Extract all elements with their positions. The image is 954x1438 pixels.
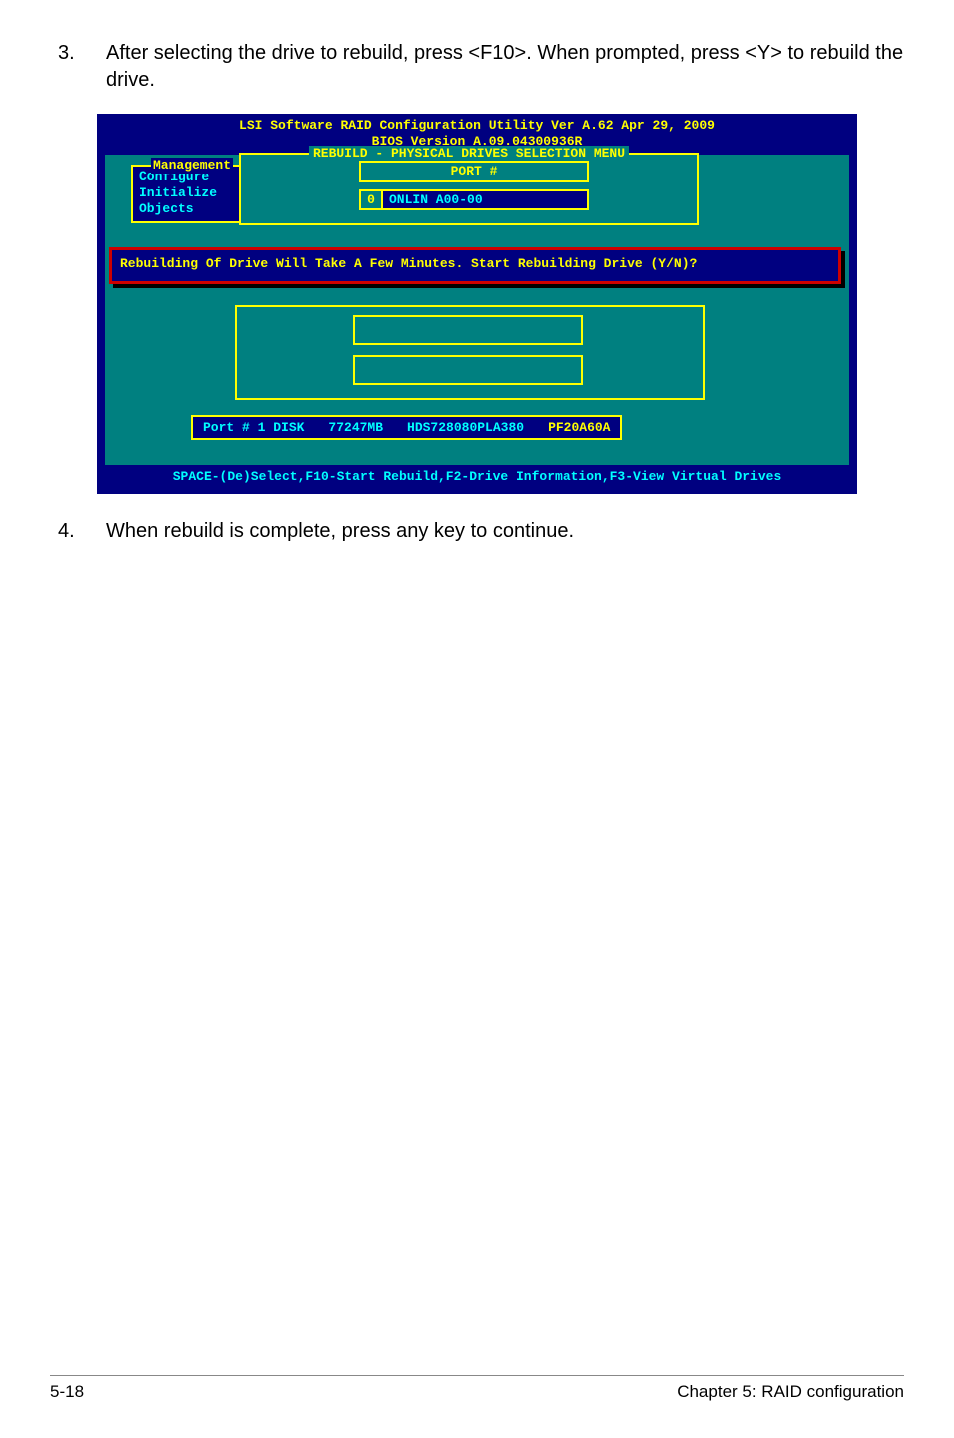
page-number: 5-18 xyxy=(50,1382,84,1402)
bios-help-bar: SPACE-(De)Select,F10-Start Rebuild,F2-Dr… xyxy=(97,465,857,490)
drive-info-box: Port # 1 DISK 77247MB HDS728080PLA380 PF… xyxy=(191,415,622,440)
port-row: 0 ONLIN A00-00 xyxy=(359,189,589,210)
instruction-3: 3. After selecting the drive to rebuild,… xyxy=(50,40,904,94)
menu-item-objects[interactable]: Objects xyxy=(139,201,233,217)
menu-item-initialize[interactable]: Initialize xyxy=(139,185,233,201)
port-index: 0 xyxy=(359,189,383,210)
instruction-text: When rebuild is complete, press any key … xyxy=(106,518,904,545)
chapter-title: Chapter 5: RAID configuration xyxy=(677,1382,904,1402)
management-menu: Management Configure Initialize Objects xyxy=(131,165,241,224)
drive-model: HDS728080PLA380 xyxy=(407,420,524,435)
panel-slot-1 xyxy=(353,315,583,345)
port-heading: PORT # xyxy=(359,161,589,182)
instruction-number: 4. xyxy=(50,518,106,545)
drive-port: Port # 1 DISK xyxy=(203,420,304,435)
drive-size: 77247MB xyxy=(328,420,383,435)
rebuild-menu: REBUILD - PHYSICAL DRIVES SELECTION MENU… xyxy=(239,153,699,225)
instruction-text: After selecting the drive to rebuild, pr… xyxy=(106,40,904,94)
port-value[interactable]: ONLIN A00-00 xyxy=(381,189,589,210)
drive-serial: PF20A60A xyxy=(548,420,610,435)
management-label: Management xyxy=(151,158,233,174)
panel-slot-2 xyxy=(353,355,583,385)
page-footer: 5-18 Chapter 5: RAID configuration xyxy=(50,1375,904,1402)
bios-screenshot: LSI Software RAID Configuration Utility … xyxy=(97,114,857,494)
bios-panel: REBUILD - PHYSICAL DRIVES SELECTION MENU… xyxy=(105,155,849,465)
instruction-4: 4. When rebuild is complete, press any k… xyxy=(50,518,904,545)
instruction-number: 3. xyxy=(50,40,106,94)
rebuild-menu-label: REBUILD - PHYSICAL DRIVES SELECTION MENU xyxy=(309,146,629,161)
bios-title-line1: LSI Software RAID Configuration Utility … xyxy=(239,118,715,133)
rebuild-prompt[interactable]: Rebuilding Of Drive Will Take A Few Minu… xyxy=(109,247,841,284)
